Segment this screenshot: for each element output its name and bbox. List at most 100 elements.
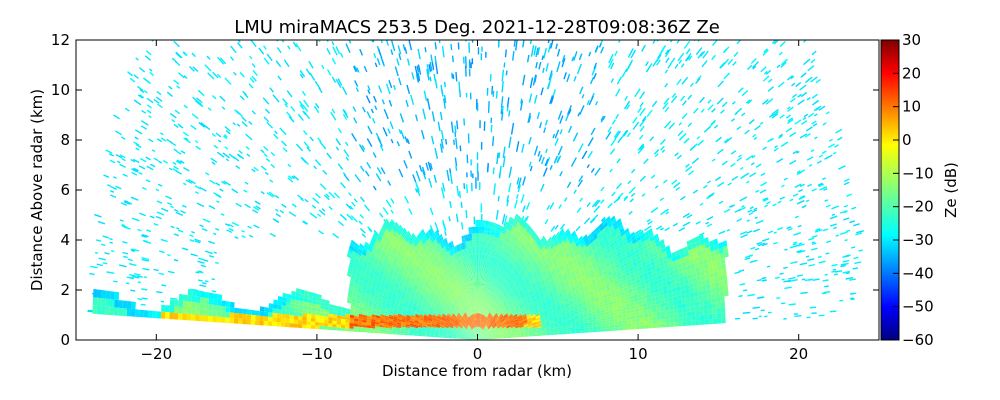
cloud-echo-bin [563,277,568,283]
cloud-echo-bin [624,296,630,301]
cloud-echo-bin [523,320,528,323]
noise-echo [739,283,746,286]
noise-echo [689,145,696,152]
cloud-echo-bin [534,307,539,311]
noise-echo [849,292,857,295]
cloud-echo-bin [569,310,575,314]
cloud-echo-bin [600,228,606,235]
noise-echo [269,232,277,238]
cloud-echo-bin [498,333,503,336]
cloud-echo-bin [664,267,670,274]
cloud-echo-bin [525,269,530,275]
cloud-echo-bin [583,310,588,315]
cloud-echo-bin [483,326,488,332]
cloud-echo-bin [609,259,615,265]
noise-echo [138,165,146,170]
cloud-echo-bin [601,288,607,293]
noise-echo [745,154,754,161]
cloud-echo-bin [627,260,633,266]
noise-echo [621,68,628,78]
noise-echo [545,157,551,167]
noise-echo [287,177,294,183]
noise-echo [791,93,798,99]
cloud-echo-bin [689,297,695,303]
cloud-echo-bin [517,296,522,302]
cloud-echo-bin [595,279,601,285]
noise-echo [654,185,659,189]
noise-echo [796,274,804,277]
noise-echo [567,125,573,133]
cloud-echo-bin [528,287,533,292]
cloud-echo-bin [501,322,506,326]
noise-echo [549,165,553,171]
cloud-echo-bin [553,260,558,266]
cloud-echo-bin [621,273,627,279]
noise-echo [692,189,699,194]
cloud-echo-bin [666,253,672,260]
noise-echo [367,125,373,135]
cloud-echo-bin [694,305,700,311]
cloud-echo-bin [647,305,652,310]
cloud-echo-bin [721,263,726,270]
noise-echo [495,90,498,99]
cloud-echo-bin [544,314,549,318]
noise-echo [302,104,309,112]
cloud-echo-bin [561,287,566,293]
cloud-echo-bin [530,278,535,284]
noise-echo [417,48,421,60]
cloud-echo-bin [711,303,717,309]
cloud-echo-bin [594,299,600,304]
noise-echo [804,133,811,138]
cloud-echo-bin [611,294,617,299]
cloud-echo-bin [512,313,518,318]
noise-echo [517,177,522,189]
noise-echo [426,68,430,81]
cloud-echo-bin [697,285,703,292]
cloud-echo-bin [631,238,637,245]
noise-echo [387,128,391,134]
noise-echo [822,228,829,232]
noise-echo [383,108,389,120]
noise-echo [223,180,231,186]
noise-echo [421,166,426,176]
noise-echo [173,148,178,152]
noise-echo [183,137,191,144]
cloud-echo-bin [571,331,576,334]
cloud-echo-bin [582,278,587,283]
noise-echo [103,174,110,178]
noise-echo [768,78,773,83]
noise-echo [501,69,505,82]
cloud-echo-bin [678,321,683,327]
cloud-echo-bin [565,313,571,317]
noise-echo [846,193,852,197]
cloud-echo-bin [590,256,595,262]
cloud-echo-bin [490,336,495,338]
cloud-echo-bin [497,324,502,328]
cloud-echo-bin [716,312,722,319]
noise-echo [151,6,157,12]
cloud-echo-bin [481,333,485,337]
noise-echo [539,122,543,129]
cloud-echo-bin [490,319,495,324]
cloud-echo-bin [601,231,607,237]
cloud-echo-bin [489,329,494,333]
cloud-echo-bin [528,327,533,330]
noise-echo [821,177,827,181]
cloud-echo-bin [511,295,516,301]
noise-echo [506,199,509,207]
noise-echo [309,136,314,142]
noise-echo [375,173,382,182]
cloud-echo-bin [477,337,482,340]
cloud-echo-bin [567,234,573,241]
noise-echo [767,138,772,143]
cloud-echo-bin [584,327,589,331]
cloud-echo-bin [481,336,486,339]
cloud-echo-bin [596,245,602,251]
noise-echo [153,98,160,104]
noise-echo [553,156,558,164]
cloud-echo-bin [714,248,720,256]
cloud-echo-bin [562,273,567,279]
noise-echo [569,0,570,2]
noise-echo [189,65,195,72]
noise-echo [454,131,457,137]
